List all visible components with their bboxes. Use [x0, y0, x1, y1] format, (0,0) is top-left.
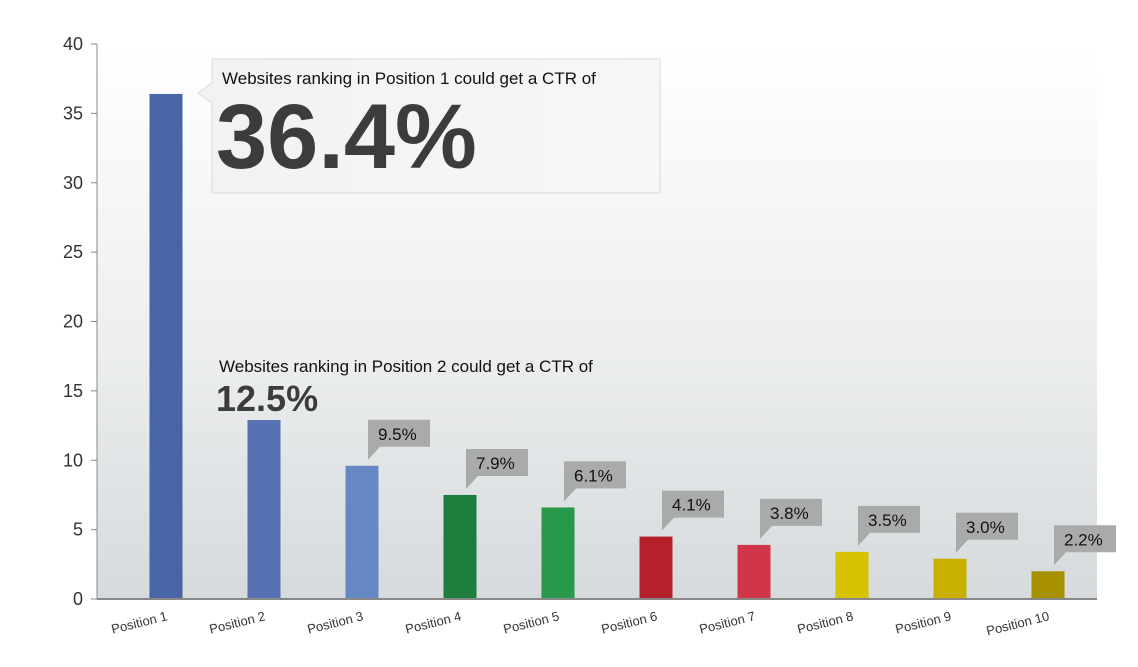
annotation-value: 36.4%	[216, 86, 477, 188]
bar	[541, 507, 575, 599]
bar	[933, 558, 967, 599]
bar	[1031, 571, 1065, 599]
annotation-position-1: Websites ranking in Position 1 could get…	[197, 58, 661, 194]
annotation-position-2: Websites ranking in Position 2 could get…	[216, 357, 593, 419]
x-tick-label: Position 5	[502, 608, 561, 636]
x-tick-label: Position 2	[208, 608, 267, 636]
y-tick-label: 40	[63, 34, 83, 54]
data-label: 7.9%	[476, 454, 515, 473]
bar	[835, 551, 869, 599]
data-label-tag: 3.5%	[858, 505, 920, 546]
data-label-tag: 9.5%	[368, 419, 430, 460]
bar	[443, 494, 477, 599]
x-tick-label: Position 9	[894, 608, 953, 636]
data-label: 4.1%	[672, 496, 711, 515]
data-label-flag	[466, 448, 528, 489]
x-tick-label: Position 4	[404, 608, 463, 636]
y-tick-label: 30	[63, 173, 83, 193]
data-label: 3.0%	[966, 518, 1005, 537]
bar	[345, 465, 379, 599]
bar	[247, 420, 281, 599]
bar	[639, 536, 673, 599]
data-label-tag: 2.2%	[1054, 525, 1116, 566]
x-tick-label: Position 10	[985, 608, 1051, 638]
data-label: 3.5%	[868, 511, 907, 530]
data-label: 6.1%	[574, 466, 613, 485]
data-label-tag: 7.9%	[466, 448, 528, 489]
data-label-tag: 6.1%	[564, 461, 626, 502]
y-tick-label: 35	[63, 103, 83, 123]
x-tick-label: Position 6	[600, 608, 659, 636]
annotation-box	[197, 58, 661, 194]
data-label-flag	[662, 490, 724, 531]
data-label-flag	[858, 505, 920, 546]
data-label-flag	[564, 461, 626, 502]
data-label: 2.2%	[1064, 530, 1103, 549]
y-tick-label: 0	[73, 589, 83, 609]
y-tick-label: 25	[63, 242, 83, 262]
data-label-flag	[760, 498, 822, 539]
data-label-tag: 3.0%	[956, 512, 1018, 553]
y-tick-label: 20	[63, 312, 83, 332]
x-tick-label: Position 1	[110, 608, 169, 636]
annotation-text: Websites ranking in Position 1 could get…	[222, 69, 596, 88]
x-tick-label: Position 7	[698, 608, 757, 636]
x-tick-label: Position 3	[306, 608, 365, 636]
data-label-flag	[1054, 525, 1116, 566]
data-label-tag: 4.1%	[662, 490, 724, 531]
data-label-flag	[956, 512, 1018, 553]
data-label: 3.8%	[770, 504, 809, 523]
data-label: 9.5%	[378, 425, 417, 444]
y-tick-label: 15	[63, 381, 83, 401]
bar	[149, 93, 183, 599]
annotation-value: 12.5%	[216, 378, 318, 419]
bar	[737, 544, 771, 599]
y-tick-label: 10	[63, 450, 83, 470]
data-label-flag	[368, 419, 430, 460]
y-tick-label: 5	[73, 520, 83, 540]
data-label-tag: 3.8%	[760, 498, 822, 539]
x-tick-label: Position 8	[796, 608, 855, 636]
annotation-text: Websites ranking in Position 2 could get…	[219, 357, 593, 376]
